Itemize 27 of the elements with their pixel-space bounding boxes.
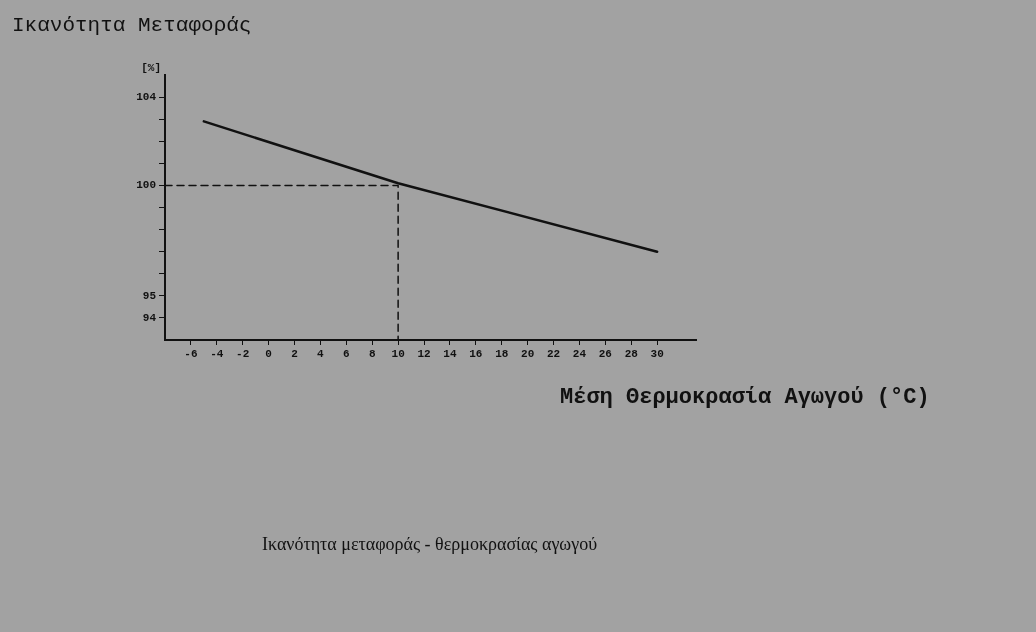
y-tick-label: 100: [136, 179, 156, 192]
x-tick-label: 24: [572, 348, 587, 361]
x-tick-label: 12: [417, 348, 431, 361]
y-tick-label: 104: [136, 90, 157, 103]
x-tick-label: 18: [495, 348, 509, 361]
x-tick-label: 30: [650, 348, 664, 361]
x-tick-label: 26: [598, 348, 612, 361]
x-tick-label: 4: [317, 348, 325, 361]
x-tick-label: -4: [210, 348, 224, 361]
x-tick-label: 20: [521, 348, 535, 361]
x-tick-label: 14: [443, 348, 457, 361]
x-tick-label: -2: [236, 348, 250, 361]
x-tick-label: 2: [291, 348, 298, 361]
y-tick-label: 95: [142, 289, 157, 302]
text: [%]: [141, 62, 161, 74]
y-axis-title: Ικανότητα Μεταφοράς: [12, 14, 252, 37]
y-tick-label: 94: [142, 311, 157, 324]
x-tick-label: 16: [469, 348, 483, 361]
text: Ικανότητα μεταφοράς - θερμοκρασίας αγωγού: [262, 534, 598, 554]
x-tick-label: 28: [624, 348, 639, 361]
x-tick-label: 0: [265, 348, 272, 361]
x-tick-label: 22: [546, 348, 561, 361]
x-tick-label: 10: [391, 348, 405, 361]
x-tick-label: -6: [184, 348, 198, 361]
x-tick-label: 8: [368, 348, 376, 361]
x-tick-label: 6: [343, 348, 350, 361]
x-axis-title: Μέση Θερμοκρασία Αγωγού (°C): [560, 385, 930, 410]
